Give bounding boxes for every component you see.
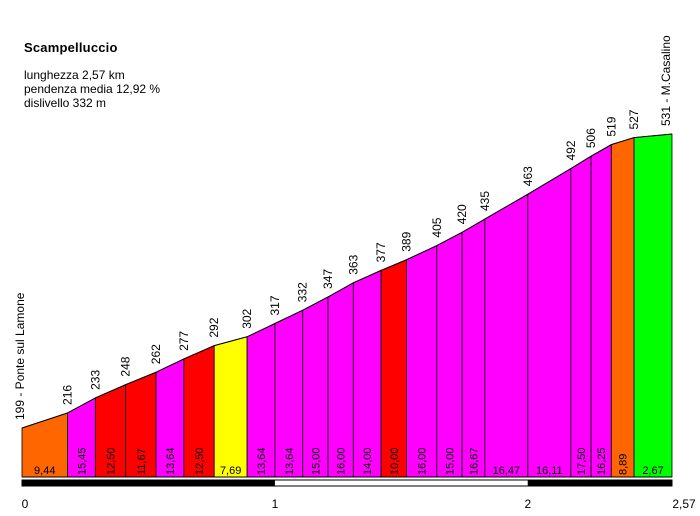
scale-bar-block [527,480,672,486]
altitude-label: 527 [627,109,641,129]
profile-segment [461,218,486,478]
altitude-label: 248 [119,356,133,376]
altitude-label: 277 [177,331,191,351]
altitude-label: 389 [399,231,413,251]
altitude-labels: 199 - Ponte sul Lamone 216 233 248 262 277 292… [13,35,673,420]
gradient-label: 16,00 [336,447,348,475]
profile-segment [570,155,592,478]
gradient-label: 16,47 [493,465,521,477]
profile-segment [484,193,529,478]
gradient-label: 7,69 [220,465,241,477]
info-elevation-gain: dislivello 332 m [24,96,107,110]
gradient-label: 12,50 [106,447,118,475]
gradient-label: 15,00 [310,447,322,475]
altitude-label: 262 [149,344,163,364]
gradient-label: 17,50 [576,447,588,475]
profile-segments [21,133,673,478]
gradient-label: 15,45 [76,447,88,475]
gradient-label: 16,00 [417,447,429,475]
altitude-label: 292 [207,317,221,337]
altitude-label: 233 [88,370,102,390]
gradient-label: 13,64 [284,447,296,475]
profile-top-line [21,133,673,429]
altitude-label: 506 [584,128,598,148]
altitude-label: 317 [268,295,282,315]
profile-outline [21,133,673,478]
profile-segment [406,244,438,478]
chart-title: Scampelluccio [24,40,118,55]
altitude-label: 420 [455,204,469,224]
gradient-labels: 9,44 15,45 12,50 11,67 13,64 12,50 7,69 13,64 13… [34,447,664,477]
altitude-label: 492 [564,140,578,160]
altitude-label: 347 [321,269,335,289]
gradient-label: 16,67 [468,447,480,475]
profile-segment [436,231,463,478]
altitude-label: 405 [430,217,444,237]
distance-tick-label: 2 [524,497,531,511]
altitude-label: 302 [240,308,254,328]
altitude-label: 216 [61,385,75,405]
gradient-label: 8,89 [618,454,630,475]
distance-tick-label: 1 [272,497,279,511]
gradient-label: 2,67 [642,465,663,477]
gradient-label: 13,64 [165,447,177,475]
altitude-label: 377 [374,242,388,262]
scale-bar-block [22,480,275,486]
distance-tick-labels: 0 1 2 2,57 [22,497,696,511]
gradient-label: 12,50 [194,447,206,475]
profile-segment [527,167,572,478]
altitude-label: 463 [521,166,535,186]
altitude-label: 363 [346,254,360,274]
gradient-label: 15,00 [444,447,456,475]
gradient-label: 10,00 [389,447,401,475]
altitude-label: 332 [296,282,310,302]
profile-segment [633,133,673,478]
gradient-label: 9,44 [34,465,55,477]
gradient-label: 16,11 [536,465,563,477]
gradient-label: 14,00 [362,447,374,475]
profile-segment [213,336,248,478]
info-length: lunghezza 2,57 km [24,68,125,82]
gradient-label: 11,67 [136,448,148,475]
altitude-label: 531 - M.Casalino [659,35,673,126]
gradient-label: 13,64 [256,447,268,475]
gradient-label: 16,25 [596,447,608,475]
altitude-label: 519 [604,116,618,136]
altitude-label: 435 [478,191,492,211]
distance-tick-label: 2,57 [672,497,696,511]
profile-segment [610,137,635,478]
altitude-label: 199 - Ponte sul Lamone [13,292,27,420]
distance-tick-label: 0 [22,497,29,511]
profile-segment [590,143,612,478]
distance-scale-bar [21,479,673,487]
profile-segment [352,269,382,478]
info-avg-gradient: pendenza media 12,92 % [24,82,161,96]
profile-segment [380,259,407,478]
